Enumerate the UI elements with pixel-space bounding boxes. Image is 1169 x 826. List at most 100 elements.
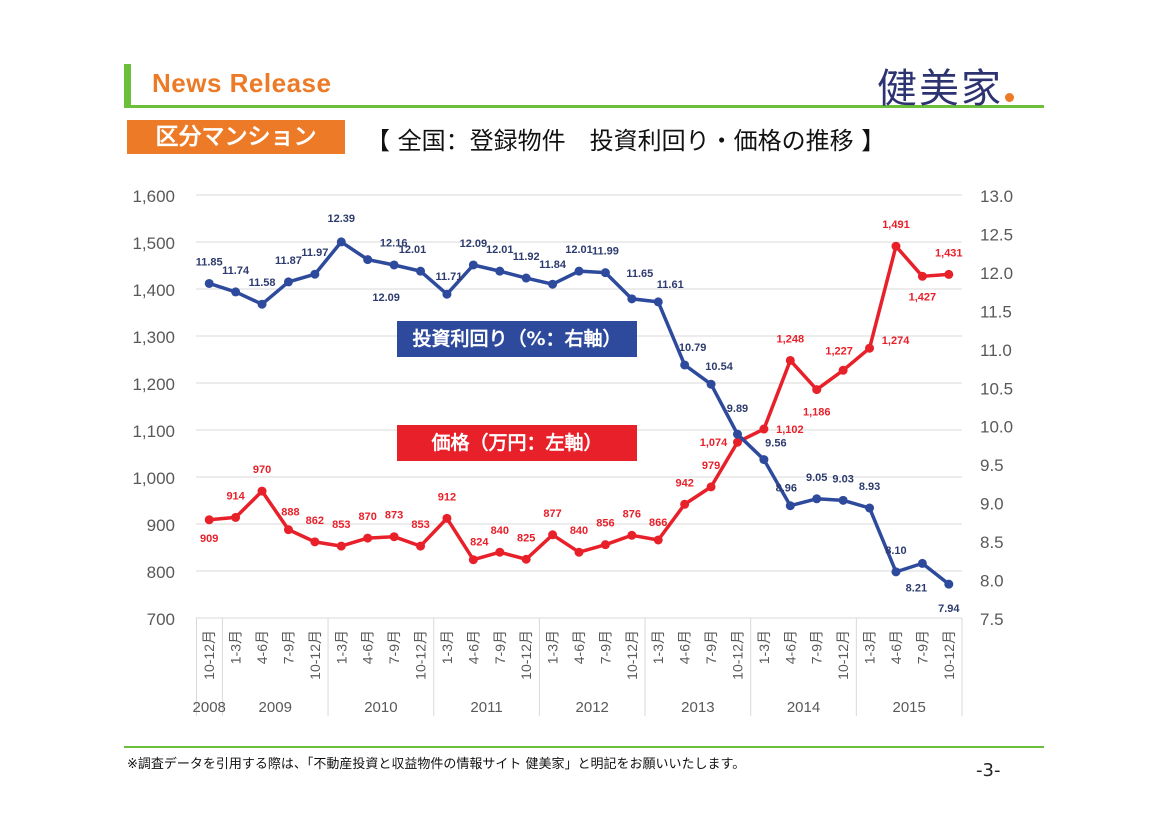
x-tick-label: 4-6月	[465, 630, 481, 664]
left-tick-label: 1,100	[132, 422, 175, 441]
data-point	[389, 532, 399, 542]
x-tick-label: 4-6月	[888, 630, 904, 664]
data-label: 824	[470, 537, 489, 549]
left-tick-label: 1,600	[132, 187, 175, 206]
left-axis: 700 800 900 1,000 1,100 1,200 1,300 1,400 1,500 1…	[132, 187, 175, 629]
data-point	[812, 494, 822, 504]
logo-dot-icon	[1005, 93, 1014, 102]
data-label: 12.01	[486, 244, 514, 256]
data-label: 840	[491, 525, 509, 537]
x-tick-label: 10-12月	[201, 630, 217, 680]
brand-logo: 健美家	[877, 56, 1014, 114]
x-tick-label: 7-9月	[280, 630, 296, 664]
news-release-title: News Release	[152, 68, 332, 98]
x-tick-label: 10-12月	[624, 630, 640, 680]
data-label: 1,491	[882, 219, 910, 231]
data-point	[680, 499, 690, 509]
right-tick-label: 12.0	[980, 264, 1013, 283]
right-tick-label: 11.0	[980, 341, 1012, 360]
page-number: -3-	[976, 760, 1001, 781]
x-tick-label: 7-9月	[597, 630, 613, 664]
right-axis: 7.5 8.0 8.5 9.0 9.5 10.0 10.5 11.0 11.5 12.0 12.5 1…	[980, 187, 1013, 629]
series-line	[209, 244, 949, 562]
x-tick-label: 1-3月	[650, 630, 666, 664]
data-point	[468, 260, 478, 270]
data-point	[416, 266, 426, 276]
data-point	[600, 540, 610, 550]
data-label: 909	[200, 533, 218, 545]
data-label: 10.79	[679, 342, 707, 354]
data-point	[917, 271, 927, 281]
data-point	[944, 579, 954, 589]
data-label: 8.10	[885, 545, 906, 557]
data-label: 11.71	[435, 271, 462, 283]
x-tick-label: 7-9月	[492, 630, 508, 664]
right-tick-label: 8.5	[980, 533, 1004, 552]
data-point	[574, 547, 584, 557]
data-point	[442, 513, 452, 523]
data-label: 1,227	[825, 345, 853, 357]
data-label: 870	[359, 511, 377, 523]
data-label: 1,274	[882, 335, 910, 347]
header-accent-bar	[124, 64, 131, 108]
data-point	[521, 273, 531, 283]
left-tick-label: 1,000	[132, 469, 175, 488]
x-tick-label: 7-9月	[703, 630, 719, 664]
data-point	[231, 287, 241, 297]
data-point	[706, 379, 716, 389]
x-tick-label: 1-3月	[756, 630, 772, 664]
data-label: 866	[649, 517, 667, 529]
data-label: 11.85	[196, 256, 223, 268]
data-point	[468, 555, 478, 565]
x-tick-label: 4-6月	[571, 630, 587, 664]
data-label: 12.01	[399, 244, 427, 256]
data-label: 11.65	[626, 268, 653, 280]
legend-price: 価格（万円：左軸）	[397, 425, 637, 461]
data-point	[600, 268, 610, 278]
data-label: 8.93	[859, 481, 880, 493]
data-point	[627, 294, 637, 304]
data-point	[732, 437, 742, 447]
data-point	[363, 533, 373, 543]
data-label: 979	[702, 460, 720, 472]
x-tick-label: 10-12月	[941, 630, 957, 680]
data-point	[336, 237, 346, 247]
data-label: 11.74	[222, 265, 250, 277]
right-tick-label: 9.5	[980, 456, 1004, 475]
data-point	[283, 525, 293, 535]
right-tick-label: 10.0	[980, 418, 1013, 437]
left-tick-label: 800	[147, 563, 175, 582]
data-label: 12.09	[460, 238, 488, 250]
x-year-label: 2012	[576, 699, 609, 716]
footer-divider	[124, 746, 1044, 748]
x-year-label: 2014	[787, 699, 820, 716]
data-point	[785, 501, 795, 511]
x-tick-label: 1-3月	[228, 630, 244, 664]
data-point	[706, 482, 716, 492]
data-point	[363, 255, 373, 265]
x-year-label: 2011	[470, 699, 502, 716]
data-label: 888	[281, 507, 299, 519]
data-point	[812, 385, 822, 395]
x-tick-label: 1-3月	[333, 630, 349, 664]
data-label: 853	[411, 519, 429, 531]
right-tick-label: 10.5	[980, 379, 1013, 398]
data-point	[204, 515, 214, 525]
data-point	[257, 299, 267, 309]
right-tick-label: 7.5	[980, 610, 1004, 629]
data-label: 840	[570, 525, 588, 537]
data-point	[310, 269, 320, 279]
x-tick-label: 4-6月	[782, 630, 798, 664]
data-label: 11.99	[592, 246, 619, 258]
data-point	[627, 530, 637, 540]
x-year-label: 2009	[259, 699, 292, 716]
data-point	[283, 277, 293, 287]
data-point	[521, 554, 531, 564]
data-point	[944, 269, 954, 279]
category-badge: 区分マンション	[127, 120, 345, 154]
x-year-label: 2015	[892, 699, 925, 716]
data-label: 970	[253, 464, 271, 476]
data-label: 873	[385, 510, 403, 522]
